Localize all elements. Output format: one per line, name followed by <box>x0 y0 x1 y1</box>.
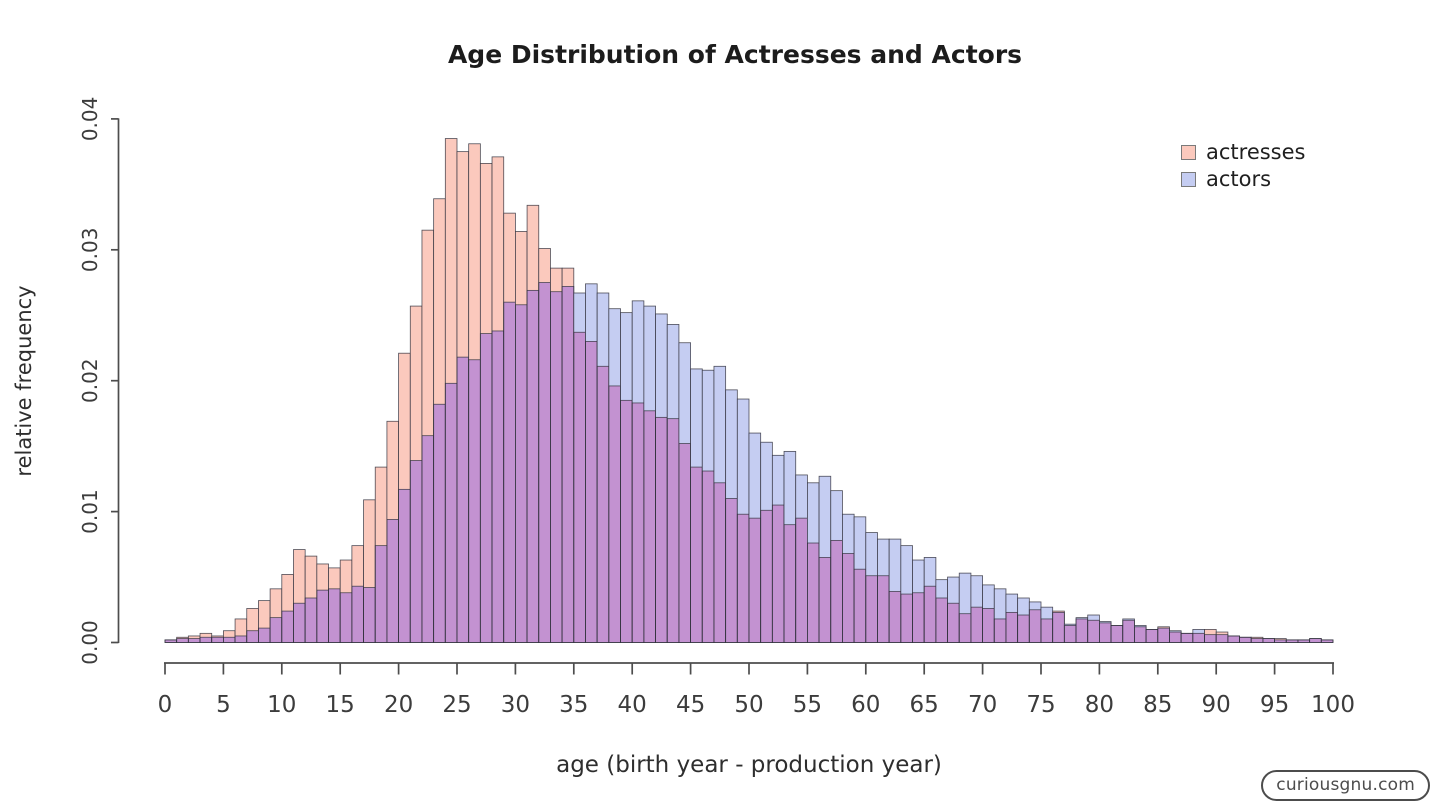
x-tick-label: 5 <box>216 692 231 718</box>
y-tick-label: 0.01 <box>78 489 102 534</box>
legend: actresses actors <box>1181 139 1305 193</box>
legend-label: actresses <box>1206 140 1306 164</box>
x-tick-label: 95 <box>1260 692 1289 718</box>
y-tick-label: 0.03 <box>78 228 102 273</box>
x-tick-label: 90 <box>1202 692 1231 718</box>
x-tick-label: 35 <box>559 692 588 718</box>
watermark-badge[interactable]: curiousgnu.com <box>1261 770 1430 801</box>
y-axis-title: relative frequency <box>12 285 36 477</box>
x-tick-label: 0 <box>158 692 173 718</box>
y-tick-label: 0.02 <box>78 358 102 403</box>
legend-label: actors <box>1206 167 1272 191</box>
y-tick-label: 0.00 <box>78 620 102 665</box>
x-axis-title: age (birth year - production year) <box>556 752 942 778</box>
x-tick-label: 80 <box>1085 692 1114 718</box>
x-tick-label: 20 <box>384 692 413 718</box>
chart-title: Age Distribution of Actresses and Actors <box>447 40 1023 69</box>
x-tick-label: 100 <box>1311 692 1355 718</box>
actors-swatch-icon <box>1181 172 1196 187</box>
x-tick-label: 10 <box>267 692 296 718</box>
x-tick-label: 15 <box>326 692 355 718</box>
x-tick-label: 50 <box>734 692 763 718</box>
legend-item-actors: actors <box>1181 166 1305 193</box>
x-tick-label: 40 <box>618 692 647 718</box>
x-tick-label: 60 <box>851 692 880 718</box>
x-tick-label: 75 <box>1026 692 1055 718</box>
y-tick-label: 0.04 <box>78 97 102 142</box>
x-tick-label: 25 <box>442 692 471 718</box>
legend-item-actresses: actresses <box>1181 139 1305 166</box>
x-tick-label: 45 <box>676 692 705 718</box>
x-tick-label: 70 <box>968 692 997 718</box>
axes-layer <box>111 118 1334 675</box>
actresses-swatch-icon <box>1181 145 1196 160</box>
x-tick-label: 65 <box>910 692 939 718</box>
x-tick-label: 30 <box>501 692 530 718</box>
x-tick-label: 85 <box>1143 692 1172 718</box>
x-tick-label: 55 <box>793 692 822 718</box>
tick-labels-layer: 0 5 10 15 20 25 30 35 40 45 50 55 60 65 70 75 80 85 90 95 10… <box>78 97 1355 718</box>
bars-layer <box>164 138 1334 643</box>
